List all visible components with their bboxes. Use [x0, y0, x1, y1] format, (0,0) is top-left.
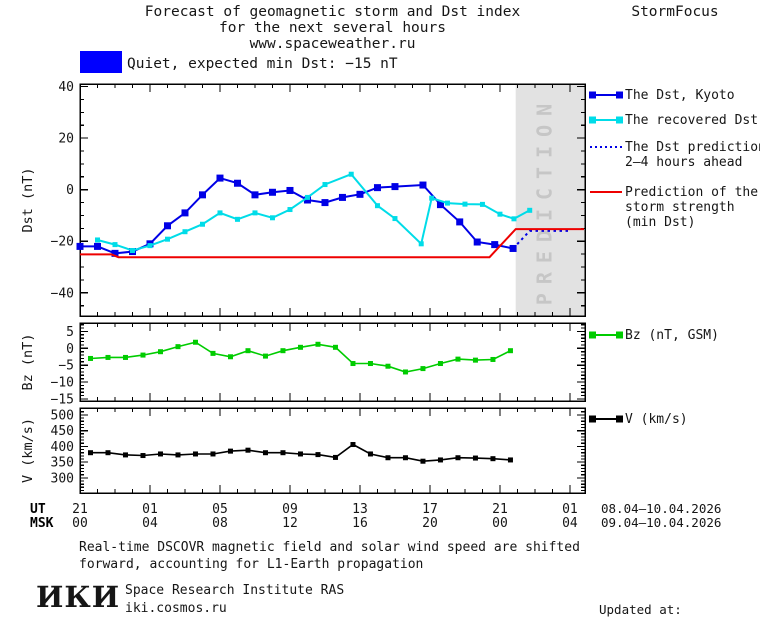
- series-the-dst-prediction-2-4-hours-ahead: [512, 229, 569, 250]
- legend-label: The Dst prediction 2–4 hours ahead: [625, 140, 760, 170]
- institute-name: Space Research Institute RAS: [125, 583, 345, 598]
- xtick-label: 13: [352, 502, 368, 517]
- title-line-1: Forecast of geomagnetic storm and Dst in…: [144, 4, 521, 20]
- ytick-label: −15: [51, 392, 74, 407]
- site-link-text: www.spaceweather.ru: [249, 36, 416, 52]
- series-prediction-of-the-storm-strength-min-dst-: [80, 228, 584, 259]
- xtick-label: 04: [142, 516, 158, 531]
- propagation-note-line-2: forward, accounting for L1-Earth propaga…: [79, 557, 424, 572]
- axis-label-dst: Dst (nT): [20, 167, 36, 232]
- date-range-label: 09.04–10.04.2026: [601, 515, 721, 530]
- xtick-label: 21: [72, 502, 88, 517]
- xtick-label: 00: [72, 516, 88, 531]
- ytick-label: −20: [51, 235, 74, 250]
- ytick-label: 5: [66, 325, 74, 340]
- storm-level-swatch: [80, 51, 122, 73]
- iki-logo: ИКИ: [36, 580, 121, 614]
- updated-at-block: Updated at: UT 21:05, 09.04.2026 MSK 00:…: [599, 570, 757, 620]
- ytick-label: 300: [51, 471, 74, 486]
- series-the-dst-kyoto: [76, 174, 517, 257]
- xaxis-row-label: MSK: [30, 516, 54, 531]
- ytick-label: 450: [51, 424, 74, 439]
- ytick-label: 500: [51, 408, 74, 423]
- legend-label: Prediction of the storm strength (min Dst): [625, 185, 759, 230]
- ytick-label: 0: [66, 342, 74, 357]
- legend-item-dst-kyoto: The Dst, Kyoto: [589, 88, 735, 103]
- dotted-line-marker-icon: [589, 141, 623, 153]
- axis-label-bz: Bz (nT): [20, 334, 36, 391]
- legend-label: Bz (nT, GSM): [625, 328, 719, 343]
- legend-item-bz: Bz (nT, GSM): [589, 328, 719, 343]
- legend-item-dst-prediction: The Dst prediction 2–4 hours ahead: [589, 140, 760, 170]
- propagation-note-line-1: Real-time DSCOVR magnetic field and sola…: [79, 540, 580, 555]
- ytick-label: −5: [58, 359, 74, 374]
- xtick-label: 21: [492, 502, 508, 517]
- xtick-label: 00: [492, 516, 508, 531]
- legend-label: V (km/s): [625, 412, 688, 427]
- institute-website: iki.cosmos.ru: [125, 601, 227, 616]
- axis-label-v: V (km/s): [20, 418, 36, 483]
- legend-label: The recovered Dst: [625, 113, 759, 128]
- ytick-label: 40: [58, 80, 74, 95]
- ytick-label: 400: [51, 440, 74, 455]
- v-line-marker-icon: [589, 413, 623, 425]
- panel-v: [79, 407, 586, 494]
- bz-line-marker-icon: [589, 329, 623, 341]
- prediction-band-label: PREDICTION: [533, 95, 557, 305]
- xtick-label: 16: [352, 516, 368, 531]
- legend-label: The Dst, Kyoto: [625, 88, 735, 103]
- date-range-label: 08.04–10.04.2026: [601, 501, 721, 516]
- ytick-label: 20: [58, 132, 74, 147]
- legend-item-storm-strength: Prediction of the storm strength (min Dst): [589, 185, 758, 230]
- panel-dst: [79, 83, 586, 317]
- panel-bz: [79, 322, 586, 402]
- xtick-label: 20: [422, 516, 438, 531]
- series-v-km-s-: [87, 442, 513, 464]
- page-title: Forecast of geomagnetic storm and Dst in…: [78, 4, 587, 52]
- xaxis-row-label: UT: [30, 502, 46, 517]
- xtick-label: 09: [282, 502, 298, 517]
- ytick-label: 0: [66, 183, 74, 198]
- xtick-label: 01: [562, 502, 578, 517]
- series-the-recovered-dst: [94, 171, 533, 254]
- title-line-2: for the next several hours: [219, 20, 446, 36]
- prediction-band: [515, 84, 585, 316]
- ytick-label: 350: [51, 456, 74, 471]
- recovered-line-marker-icon: [589, 114, 623, 126]
- kyoto-line-marker-icon: [589, 89, 623, 101]
- ytick-label: −10: [51, 376, 74, 391]
- storm-status-label: Quiet, expected min Dst: −15 nT: [127, 56, 398, 72]
- series-bz-nt-gsm-: [87, 339, 513, 375]
- xtick-label: 05: [212, 502, 228, 517]
- xtick-label: 01: [142, 502, 158, 517]
- brand-label: StormFocus: [631, 4, 719, 20]
- legend-item-v: V (km/s): [589, 412, 688, 427]
- xtick-label: 08: [212, 516, 228, 531]
- red-line-marker-icon: [589, 186, 623, 198]
- updated-label: Updated at:: [599, 602, 682, 617]
- xtick-label: 04: [562, 516, 578, 531]
- ytick-label: −40: [51, 286, 74, 301]
- xtick-label: 12: [282, 516, 298, 531]
- legend-item-recovered-dst: The recovered Dst: [589, 113, 758, 128]
- xtick-label: 17: [422, 502, 438, 517]
